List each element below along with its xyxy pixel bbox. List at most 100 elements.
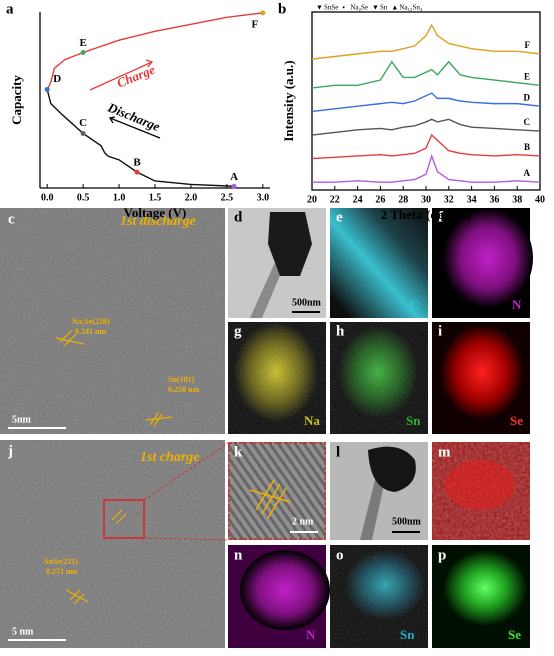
legend-entry: Na₁₅Sn₄ [399, 4, 422, 12]
micrograph-e: e C [330, 208, 428, 318]
panel-label: n [234, 547, 243, 563]
panel-label: j [7, 443, 13, 459]
panel-label: p [438, 547, 446, 563]
element-label: Se [510, 413, 523, 428]
y-axis-label: Capacity [9, 75, 24, 125]
annotation: 0.241 nm [75, 327, 106, 336]
panel-label: o [336, 547, 344, 563]
element-label: C [410, 297, 419, 312]
series-line [46, 89, 235, 187]
point-label: F [251, 18, 258, 30]
micrograph-g: g Na [228, 322, 326, 434]
panel-label: d [234, 209, 243, 225]
x-tick-label: 20 [307, 194, 317, 205]
scale-bar-label: 500nm [392, 516, 422, 527]
panel-label: f [438, 209, 444, 225]
x-axis-label: 2 Theta (degree) [381, 207, 472, 222]
element-label: Sn [406, 413, 421, 428]
legend-symbol: ▪ [342, 4, 345, 12]
x-tick-label: 40 [535, 194, 545, 205]
x-tick-label: 34 [467, 194, 477, 205]
micrograph-m: m [432, 442, 530, 540]
legend-entry: Sn [380, 4, 388, 12]
x-tick-label: 36 [489, 194, 499, 205]
point-label: C [79, 117, 87, 129]
micrograph-p: p Se [432, 545, 530, 648]
micrograph-o: o Sn [330, 545, 428, 648]
element-label: Se [508, 627, 521, 642]
plot-frame [311, 11, 541, 191]
panel-label: a [6, 1, 14, 17]
legend-symbol: ▼ [316, 4, 323, 12]
micrograph-n: n N [228, 545, 330, 648]
series-label: E [524, 71, 530, 81]
series-line [311, 118, 541, 136]
panel-label: k [234, 444, 243, 460]
panel-label: c [8, 211, 15, 227]
annotation: SnSe(211) [44, 557, 78, 566]
series-line [311, 133, 541, 160]
x-tick-label: 0.5 [77, 192, 90, 203]
element-label: Sn [400, 627, 415, 642]
series-label: C [524, 117, 531, 127]
legend-entry: Na₂Se [350, 4, 368, 12]
x-tick-label: 1.5 [149, 192, 162, 203]
marker [80, 49, 86, 55]
micrograph-f: f N [432, 208, 533, 318]
element-label: N [306, 627, 316, 642]
annotation: 0.250 nm [168, 385, 199, 394]
point-label: A [230, 171, 238, 183]
panel-label: i [438, 323, 442, 339]
x-axis-label: Voltage (V) [124, 205, 187, 220]
scale-bar-label: 5 nm [12, 626, 34, 637]
panel-label: h [336, 323, 345, 339]
scale-bar-label: 2 nm [292, 516, 314, 527]
micrograph-k: k 2 nm [228, 442, 326, 540]
marker [44, 86, 50, 92]
legend-symbol: ▼ [372, 4, 379, 12]
panel-label: e [336, 209, 343, 225]
series-line [311, 92, 541, 113]
micrograph-i: i Se [432, 322, 530, 434]
x-tick-label: 26 [375, 194, 385, 205]
micrograph-d: d 500nm [228, 208, 326, 318]
series-line [312, 153, 541, 183]
x-tick-label: 0.0 [41, 192, 54, 203]
x-tick-label: 32 [444, 194, 454, 205]
x-tick-label: 30 [421, 194, 431, 205]
panel-label: b [278, 1, 286, 17]
panel-label: g [234, 323, 242, 339]
x-tick-label: 3.0 [257, 192, 270, 203]
series-line [311, 23, 541, 60]
point-label: E [79, 37, 86, 49]
marker [231, 183, 237, 189]
point-label: B [133, 157, 141, 169]
panel-title: 1st charge [140, 450, 200, 465]
x-tick-label: 24 [353, 194, 363, 205]
micrograph-c: c 1st discharge Na₂Se(220) 0.241 nm Sn(1… [0, 208, 225, 434]
marker [260, 10, 266, 16]
series-label: D [524, 92, 531, 102]
series-line [46, 12, 263, 90]
panel-label: m [438, 444, 451, 460]
scale-bar-label: 500nm [292, 297, 322, 308]
series-line [311, 60, 541, 89]
annotation: Charge [115, 62, 158, 91]
panel-title: 1st discharge [120, 214, 196, 229]
micrograph-j: j 1st charge SnSe(211) 0.271 nm 5 nm [0, 440, 229, 648]
series-label: A [524, 168, 531, 178]
micrograph-h: h Sn [330, 322, 428, 434]
marker [134, 169, 140, 175]
series-label: B [524, 142, 530, 152]
panel-label: l [336, 444, 340, 460]
x-tick-label: 38 [512, 194, 522, 205]
micrograph-l: l 500nm [330, 442, 428, 540]
x-tick-label: 2.0 [185, 192, 198, 203]
x-tick-label: 1.0 [113, 192, 126, 203]
annotation: Sn(101) [168, 375, 195, 384]
point-label: D [53, 73, 61, 85]
y-axis-label: Intensity (a.u.) [281, 60, 296, 141]
scale-bar-label: 5nm [12, 414, 32, 425]
legend-symbol: ▲ [391, 4, 398, 12]
